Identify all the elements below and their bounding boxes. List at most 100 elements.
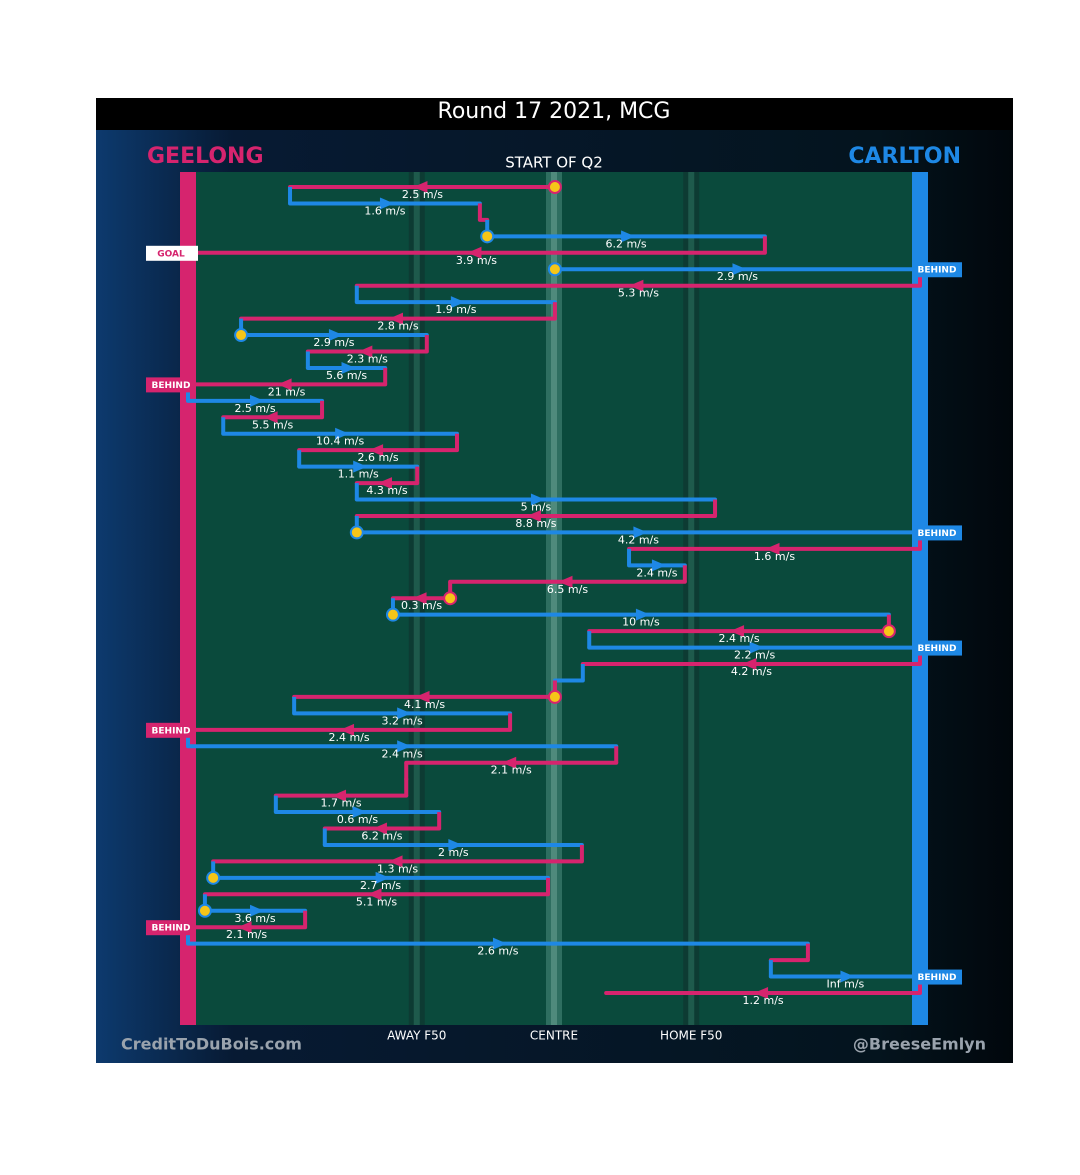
speed-label: 5.6 m/s: [326, 369, 367, 382]
speed-label: 3.9 m/s: [456, 254, 497, 267]
speed-label: 2.9 m/s: [313, 336, 354, 349]
arrow: [467, 246, 482, 259]
outcome-label: BEHIND: [918, 266, 957, 276]
arrow: [413, 181, 428, 193]
arrow: [353, 460, 368, 473]
speed-label: 2.4 m/s: [718, 632, 759, 645]
stoppage-marker: [206, 870, 221, 885]
speed-label: 2.6 m/s: [477, 945, 518, 958]
arrow: [840, 970, 855, 983]
speed-label: 10 m/s: [622, 616, 660, 629]
speed-label: 1.1 m/s: [338, 468, 379, 481]
outcome-label: BEHIND: [152, 726, 191, 736]
arrow: [250, 394, 265, 407]
goal-bar: [180, 172, 196, 1025]
stoppage-marker: [547, 689, 562, 704]
arrow: [250, 904, 265, 917]
speed-label: 21 m/s: [268, 385, 306, 398]
arrow: [372, 822, 387, 835]
stoppage-marker: [443, 591, 458, 606]
outcome-box: [146, 245, 198, 261]
speed-label: 1.9 m/s: [435, 303, 476, 316]
speed-label: 2.9 m/s: [717, 270, 758, 283]
arrow: [651, 559, 666, 572]
speed-label: 1.3 m/s: [377, 862, 418, 875]
arrow: [335, 427, 350, 440]
stoppage-marker: [480, 229, 495, 244]
speed-label: 0.3 m/s: [401, 599, 442, 612]
outcome-label: BEHIND: [152, 381, 191, 391]
arrow: [352, 806, 367, 819]
field-line: [551, 172, 557, 1025]
speed-label: 2.6 m/s: [358, 451, 399, 464]
speed-label: 1.6 m/s: [754, 550, 795, 563]
stoppage-marker: [234, 328, 249, 343]
arrow: [369, 444, 384, 457]
arrow: [635, 608, 650, 621]
stoppage-marker: [385, 607, 400, 622]
speed-label: 5.3 m/s: [618, 287, 659, 300]
arrow: [448, 838, 463, 851]
speed-label: 1.7 m/s: [320, 797, 361, 810]
team-name: GEELONG: [147, 144, 264, 169]
speed-label: 1.2 m/s: [742, 994, 783, 1007]
outcome-label: BEHIND: [152, 924, 191, 934]
outcome-box: [146, 722, 196, 738]
arrow: [530, 493, 545, 506]
arrow: [277, 378, 292, 391]
outcome-label: BEHIND: [918, 973, 957, 983]
goal-bar: [912, 172, 928, 1025]
arrow: [629, 279, 644, 292]
x-tick-label: CENTRE: [530, 1029, 578, 1043]
speed-label: 2.8 m/s: [377, 320, 418, 333]
arrow: [621, 230, 636, 243]
arrow: [367, 888, 382, 901]
subtitle: START OF Q2: [505, 154, 603, 172]
arrow: [412, 592, 427, 605]
speed-label: 2.3 m/s: [347, 352, 388, 365]
outcome-box: [146, 377, 196, 393]
x-tick-label: HOME F50: [660, 1029, 722, 1043]
speed-label: 1.6 m/s: [364, 204, 405, 217]
speed-label: 2.7 m/s: [360, 879, 401, 892]
stoppage-marker: [349, 525, 364, 540]
arrow: [263, 411, 278, 424]
outcome-box: [912, 969, 962, 985]
outcome-box: [912, 640, 962, 656]
speed-label: 2.5 m/s: [402, 188, 443, 201]
arrow: [742, 658, 757, 671]
outcome-label: BEHIND: [918, 644, 957, 654]
speed-label: 2.2 m/s: [734, 649, 775, 662]
arrow: [340, 723, 355, 736]
arrow: [749, 641, 764, 654]
speed-label: 3.2 m/s: [382, 714, 423, 727]
speed-label: 6.5 m/s: [547, 583, 588, 596]
stoppage-marker: [881, 624, 896, 639]
speed-label: 2.4 m/s: [328, 731, 369, 744]
arrow: [388, 312, 403, 325]
arrow: [378, 477, 393, 490]
arrow: [332, 789, 347, 802]
speed-label: 2 m/s: [438, 846, 469, 859]
speed-label: 6.2 m/s: [605, 237, 646, 250]
speed-label: 4.1 m/s: [404, 698, 445, 711]
arrow: [358, 345, 373, 358]
field-line: [688, 172, 695, 1025]
stoppage-marker: [547, 262, 562, 277]
speed-label: 4.2 m/s: [731, 665, 772, 678]
arrow: [502, 756, 517, 769]
speed-label: 2.5 m/s: [234, 402, 275, 415]
speed-label: 4.3 m/s: [366, 484, 407, 497]
speed-label: 6.2 m/s: [361, 830, 402, 843]
speed-label: 4.2 m/s: [618, 533, 659, 546]
arrow: [730, 625, 745, 638]
arrow: [526, 509, 541, 522]
outcome-box: [146, 920, 196, 936]
arrow: [388, 855, 403, 868]
speed-label: 2.1 m/s: [491, 764, 532, 777]
stoppage-marker: [547, 180, 562, 194]
speed-label: 5 m/s: [521, 501, 552, 514]
credit: @BreeseEmlyn: [853, 1035, 986, 1054]
arrow: [732, 263, 747, 276]
